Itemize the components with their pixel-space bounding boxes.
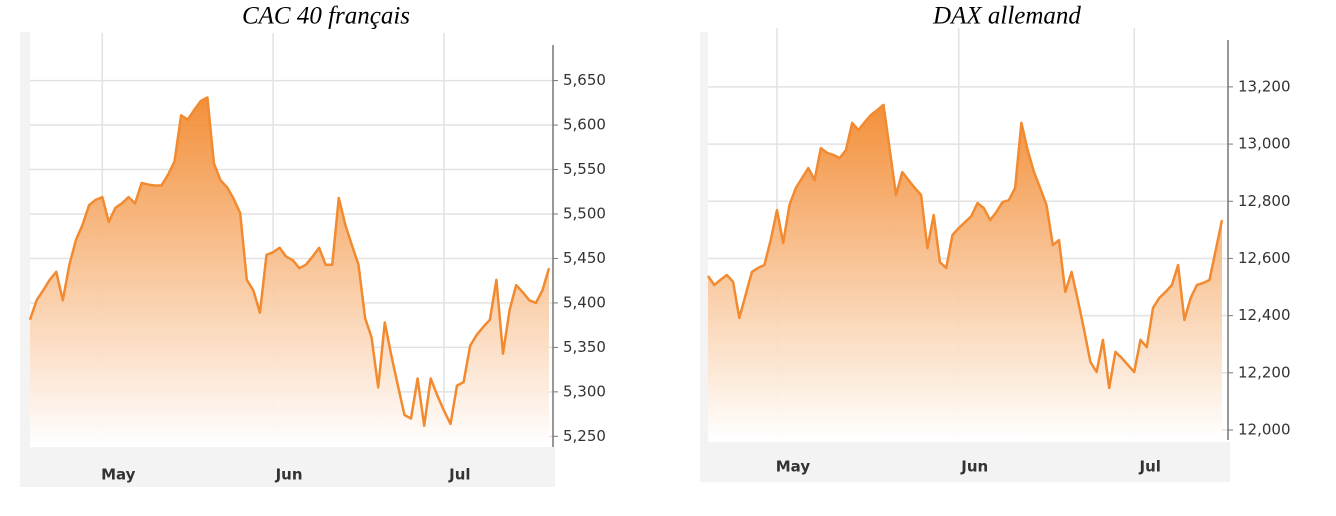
y-tick-label: 5,400 bbox=[563, 293, 606, 311]
y-tick-label: 5,550 bbox=[563, 160, 606, 178]
y-tick-label: 13,000 bbox=[1238, 135, 1291, 153]
x-tick-label: Jun bbox=[275, 466, 303, 484]
x-tick-label: Jun bbox=[960, 458, 988, 476]
y-tick-label: 5,450 bbox=[563, 249, 606, 267]
y-tick-label: 5,350 bbox=[563, 338, 606, 356]
y-tick-label: 5,500 bbox=[563, 204, 606, 222]
area bbox=[708, 104, 1222, 441]
y-tick-label: 5,250 bbox=[563, 427, 606, 445]
x-tick-label: May bbox=[101, 466, 136, 484]
y-tick-label: 12,600 bbox=[1238, 249, 1291, 267]
y-tick-label: 5,600 bbox=[563, 116, 606, 134]
line bbox=[706, 103, 1224, 390]
y-tick-label: 12,800 bbox=[1238, 192, 1291, 210]
line bbox=[28, 96, 551, 427]
chart-title: CAC 40 français bbox=[242, 3, 410, 30]
y-tick-label: 5,650 bbox=[563, 71, 606, 89]
chart-title: DAX allemand bbox=[932, 3, 1081, 30]
y-tick-label: 13,200 bbox=[1238, 77, 1291, 95]
y-tick-label: 12,200 bbox=[1238, 363, 1291, 381]
x-tick-label: Jul bbox=[448, 466, 470, 484]
y-tick-label: 5,300 bbox=[563, 382, 606, 400]
x-tick-label: May bbox=[776, 458, 811, 476]
x-tick-label: Jul bbox=[1139, 458, 1161, 476]
area bbox=[30, 97, 549, 447]
y-tick-label: 12,000 bbox=[1238, 420, 1291, 438]
y-tick-label: 12,400 bbox=[1238, 306, 1291, 324]
